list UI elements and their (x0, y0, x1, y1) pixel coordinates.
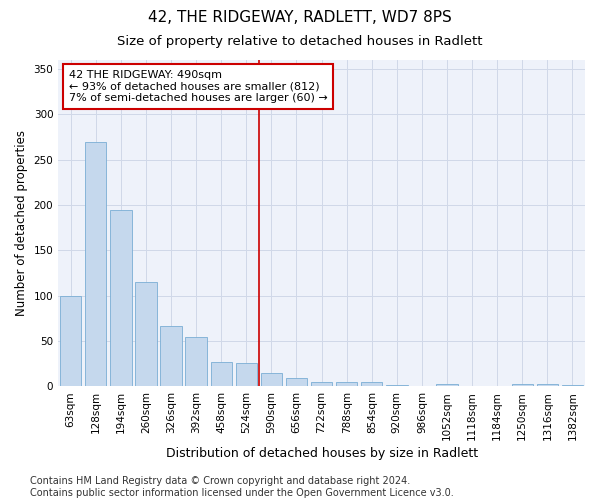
Bar (110, 210, 131, 386)
Bar (85, 142, 106, 386)
Bar (185, 338, 207, 386)
Bar (336, 382, 358, 386)
Bar (436, 384, 458, 386)
Bar (160, 326, 182, 386)
Bar (311, 382, 332, 386)
Y-axis label: Number of detached properties: Number of detached properties (15, 130, 28, 316)
Bar (512, 384, 533, 386)
Bar (361, 382, 382, 386)
Bar (286, 378, 307, 386)
Bar (211, 362, 232, 386)
Bar (60, 296, 82, 386)
Text: 42 THE RIDGEWAY: 490sqm
← 93% of detached houses are smaller (812)
7% of semi-de: 42 THE RIDGEWAY: 490sqm ← 93% of detache… (69, 70, 328, 103)
Bar (261, 373, 282, 386)
Text: 42, THE RIDGEWAY, RADLETT, WD7 8PS: 42, THE RIDGEWAY, RADLETT, WD7 8PS (148, 10, 452, 25)
Bar (537, 384, 558, 386)
Text: Contains HM Land Registry data © Crown copyright and database right 2024.
Contai: Contains HM Land Registry data © Crown c… (30, 476, 454, 498)
Bar (236, 363, 257, 386)
Bar (136, 282, 157, 387)
Text: Size of property relative to detached houses in Radlett: Size of property relative to detached ho… (117, 35, 483, 48)
X-axis label: Distribution of detached houses by size in Radlett: Distribution of detached houses by size … (166, 447, 478, 460)
Bar (386, 384, 407, 386)
Bar (562, 384, 583, 386)
